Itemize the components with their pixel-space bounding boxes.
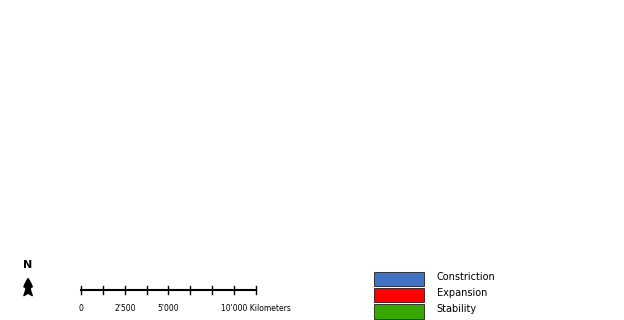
Text: 0: 0 [79,304,84,313]
Bar [374,288,424,302]
Text: Stability: Stability [437,304,477,314]
Text: 10'000 Kilometers: 10'000 Kilometers [221,304,291,313]
Bar [374,272,424,286]
Text: 2'500: 2'500 [114,304,135,313]
Bar [374,304,424,319]
Text: N: N [24,260,32,269]
Text: Expansion: Expansion [437,288,487,298]
Text: Constriction: Constriction [437,272,495,282]
Text: 5'000: 5'000 [158,304,179,313]
